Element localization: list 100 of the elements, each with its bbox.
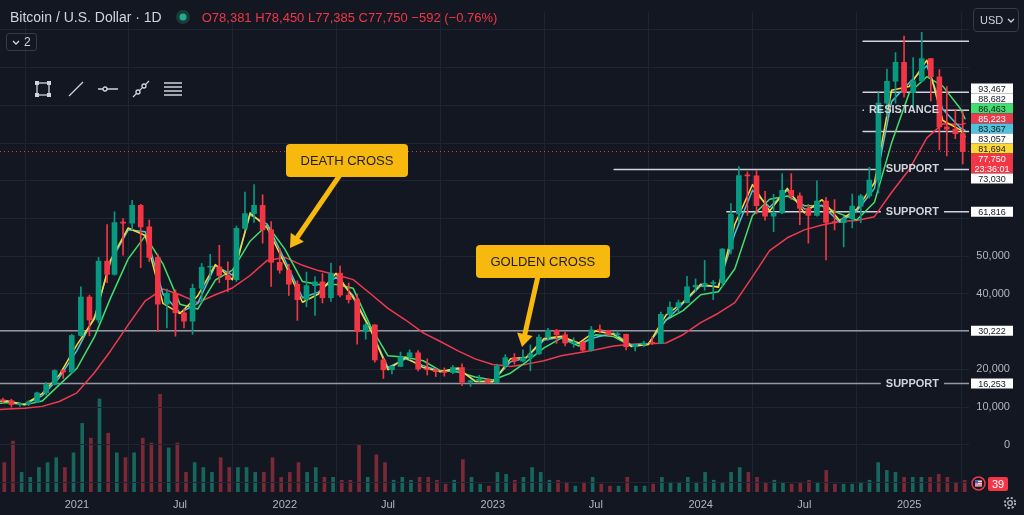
bar (166, 447, 171, 492)
bar (884, 470, 889, 492)
bar (798, 481, 803, 492)
bar (28, 476, 33, 492)
y-tick-label: 50,000 (976, 249, 1010, 262)
bar (89, 437, 93, 492)
bar (357, 444, 361, 492)
data-label: 83,367 (978, 123, 1006, 134)
x-tick-label: Jul (797, 497, 812, 510)
bar (11, 440, 15, 492)
bar (365, 476, 370, 492)
bar (435, 479, 439, 492)
bar (54, 457, 59, 492)
bar (711, 479, 716, 492)
text: 39 (988, 477, 1009, 491)
annotation: 2 (24, 35, 31, 49)
bar (859, 481, 863, 492)
bar (737, 467, 742, 492)
bar (409, 479, 413, 492)
bar (910, 476, 915, 492)
bar (660, 476, 664, 492)
bar (928, 476, 932, 492)
bar (452, 479, 457, 492)
bar (538, 472, 543, 492)
bar (305, 472, 309, 492)
bar (556, 479, 560, 492)
y-tick-label: 40,000 (976, 287, 1010, 300)
callout-box: GOLDEN CROSS (475, 244, 611, 278)
bar (608, 485, 612, 492)
annotation: GOLDEN CROSS (490, 253, 596, 269)
bar (253, 472, 258, 492)
bar (383, 462, 387, 492)
bar (902, 476, 906, 492)
data-label: 88,682 (978, 93, 1006, 104)
bar (936, 474, 941, 492)
chart-title: Bitcoin / U.S. Dollar · 1D (10, 9, 162, 25)
bar (63, 467, 67, 492)
data-label: 85,223 (978, 113, 1006, 124)
bar (478, 483, 482, 492)
bar (331, 476, 335, 492)
chart-subtitle: O78,381 H78,450 L77,385 C77,750 −592 (−0.76%) (201, 9, 498, 25)
x-tick-label: Jul (588, 497, 603, 510)
data-label: 73,030 (978, 173, 1006, 184)
data-label: 83,057 (978, 133, 1006, 144)
bar (634, 485, 638, 492)
bar (685, 476, 690, 492)
x-tick-label: Jul (172, 497, 188, 510)
bar (625, 476, 630, 492)
bar (599, 483, 604, 492)
bar (755, 476, 759, 492)
x-tick-label: 2021 (64, 497, 90, 510)
y-axis-title: USD (980, 14, 1004, 26)
bar (80, 423, 85, 492)
bar (763, 481, 768, 492)
bar (807, 479, 811, 492)
callout-box: DEATH CROSS (285, 143, 409, 177)
bar (288, 472, 292, 492)
bar (184, 472, 188, 492)
bar (339, 479, 344, 492)
x-tick-label: 2023 (480, 497, 505, 510)
bar (504, 474, 508, 492)
bar (850, 483, 855, 492)
data-label: 93,467 (978, 83, 1006, 94)
bar (651, 483, 656, 492)
data-label: 61,816 (978, 206, 1006, 217)
bar (279, 476, 284, 492)
data-label: 81,694 (978, 143, 1006, 154)
series-label: SUPPORT (885, 376, 940, 389)
bar (582, 481, 586, 492)
bar (426, 476, 431, 492)
bar (833, 483, 837, 492)
x-tick-label: 2025 (896, 497, 922, 510)
bar (962, 479, 967, 492)
bar (262, 472, 266, 492)
bar (236, 467, 240, 492)
bar (227, 467, 232, 492)
series-label: SUPPORT (885, 204, 940, 217)
bar (876, 462, 880, 492)
bar (564, 481, 569, 492)
bar (114, 452, 119, 492)
bar (140, 437, 145, 492)
bar (954, 481, 958, 492)
bar (106, 432, 110, 492)
bar (703, 472, 707, 492)
annotation: DEATH CROSS (300, 152, 394, 168)
bar (729, 472, 733, 492)
bar (313, 467, 318, 492)
x-tick-label: 2024 (688, 497, 713, 510)
bar (512, 479, 517, 492)
y-tick-label: 0 (1003, 437, 1010, 450)
bar (158, 394, 162, 492)
bar (2, 462, 7, 492)
bar (37, 467, 41, 492)
ref-line-label: 77,750 (978, 153, 1006, 164)
x-tick-label: 2022 (272, 497, 298, 510)
x-tick-label: Jul (380, 497, 395, 510)
text: 23:36:01 (974, 163, 1010, 174)
bar (400, 476, 405, 492)
bar (677, 481, 681, 492)
bar (487, 485, 491, 492)
